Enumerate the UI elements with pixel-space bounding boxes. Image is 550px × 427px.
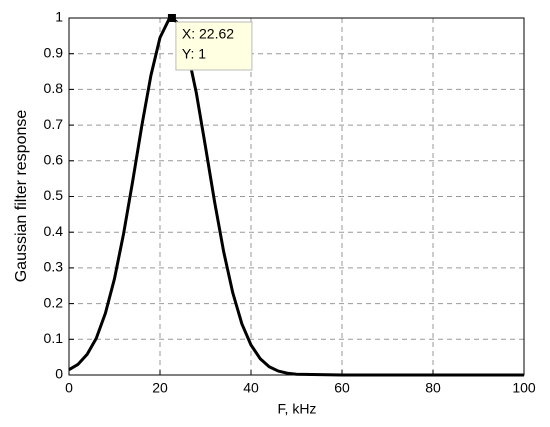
y-tick-label: 0.4 [44, 223, 64, 239]
y-tick-label: 0.6 [44, 152, 64, 168]
y-tick-label: 0.9 [44, 44, 64, 60]
x-tick-label: 40 [243, 380, 259, 396]
x-tick-label: 100 [512, 380, 536, 396]
data-line [68, 16, 524, 377]
datatip-text: X: 22.62 [182, 26, 234, 42]
datatip-box [175, 21, 253, 71]
x-tick-label: 0 [65, 380, 73, 396]
x-tick-label: 20 [152, 380, 168, 396]
y-tick-label: 0.5 [44, 187, 64, 203]
y-tick-label: 0 [55, 366, 63, 382]
x-axis-label: F, kHz [278, 401, 317, 417]
datatip-marker [167, 14, 176, 22]
x-tick-label: 60 [334, 380, 350, 396]
datatip-text: Y: 1 [182, 46, 206, 62]
x-tick-label: 80 [425, 380, 441, 396]
y-tick-label: 0.1 [44, 330, 64, 346]
y-tick-label: 0.2 [44, 294, 64, 310]
y-tick-label: 0.3 [44, 259, 64, 275]
y-axis-label: Gaussian filter response [13, 110, 30, 283]
y-tick-label: 0.7 [44, 116, 64, 132]
y-tick-label: 1 [55, 9, 63, 25]
y-tick-label: 0.8 [44, 80, 64, 96]
